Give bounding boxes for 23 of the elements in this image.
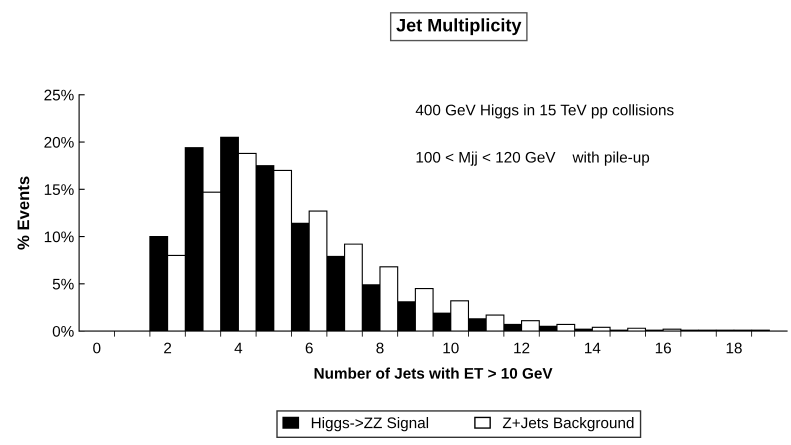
x-tick-label: 4 — [234, 342, 242, 354]
x-tick-label: 12 — [514, 342, 530, 354]
y-tick-label: 5% — [52, 278, 74, 290]
x-axis-title: Number of Jets with ET > 10 GeV — [314, 368, 552, 379]
x-tick-label: 16 — [656, 342, 671, 354]
y-axis-title: % Events — [17, 176, 30, 250]
chart-title: Jet Multiplicity — [396, 18, 522, 36]
y-tick-label: 10% — [44, 231, 74, 242]
legend-label: Higgs->ZZ Signal — [312, 417, 428, 432]
y-tick-label: 0% — [52, 326, 74, 337]
annotation: 400 GeV Higgs in 15 TeV pp collisions — [416, 104, 674, 118]
y-tick-label: 25% — [44, 90, 74, 100]
x-tick-label: 6 — [306, 342, 313, 354]
x-tick-label: 2 — [164, 342, 172, 354]
x-tick-label: 0 — [93, 342, 100, 354]
x-tick-label: 18 — [726, 342, 742, 354]
x-tick-label: 8 — [376, 342, 384, 354]
annotation: 100 < Mjj < 120 GeV with pile-up — [416, 151, 650, 166]
x-tick-label: 14 — [585, 342, 600, 354]
y-tick-label: 20% — [44, 136, 74, 148]
legend-label: Z+Jets Background — [502, 417, 634, 432]
x-tick-label: 10 — [443, 342, 459, 354]
y-tick-label: 15% — [44, 184, 74, 195]
